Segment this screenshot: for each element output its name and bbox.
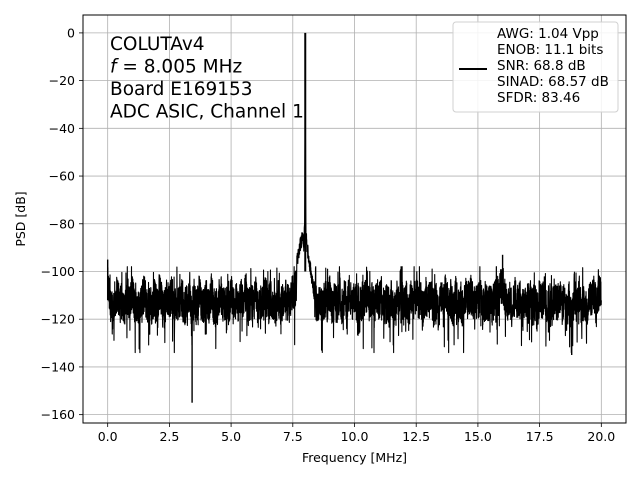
y-tick-label: −120: [41, 312, 75, 327]
x-tick-label: 12.5: [402, 429, 430, 444]
x-axis-label: Frequency [MHz]: [302, 450, 407, 465]
x-axis: 0.0 2.5 5.0 7.5 10.0 12.5 15.0 17.5 20.0: [98, 423, 615, 444]
annotation-line: f = 8.005 MHz: [110, 57, 242, 78]
y-axis-label: PSD [dB]: [13, 191, 28, 246]
annotation-line: Board E169153: [110, 79, 253, 100]
y-tick-label: −80: [49, 216, 75, 231]
x-tick-label: 7.5: [283, 429, 303, 444]
y-tick-label: −140: [41, 359, 75, 374]
y-tick-label: −40: [49, 121, 75, 136]
y-axis: 0 −20 −40 −60 −80 −100 −120 −140 −160: [41, 25, 83, 422]
y-tick-label: −160: [41, 407, 75, 422]
x-tick-label: 15.0: [464, 429, 492, 444]
y-tick-label: −100: [41, 264, 75, 279]
legend-entry: AWG: 1.04 Vpp: [497, 26, 599, 42]
x-tick-label: 10.0: [341, 429, 369, 444]
x-tick-label: 5.0: [221, 429, 241, 444]
x-tick-label: 2.5: [159, 429, 179, 444]
legend-entry: SINAD: 68.57 dB: [497, 74, 609, 90]
y-tick-label: −60: [49, 169, 75, 184]
y-tick-label: 0: [67, 25, 75, 40]
x-tick-label: 20.0: [587, 429, 615, 444]
x-tick-label: 17.5: [526, 429, 554, 444]
legend-entry: SFDR: 83.46: [497, 90, 580, 106]
series-layer: [106, 32, 602, 403]
legend-entry: SNR: 68.8 dB: [497, 58, 586, 74]
y-tick-label: −20: [49, 73, 75, 88]
legend-entry: ENOB: 11.1 bits: [497, 42, 603, 58]
annotation-line: COLUTAv4: [110, 34, 205, 55]
x-tick-label: 0.0: [98, 429, 118, 444]
annotation-line: ADC ASIC, Channel 1: [110, 102, 304, 123]
legend-box: [452, 21, 619, 113]
series-noise-trace: [107, 35, 602, 354]
